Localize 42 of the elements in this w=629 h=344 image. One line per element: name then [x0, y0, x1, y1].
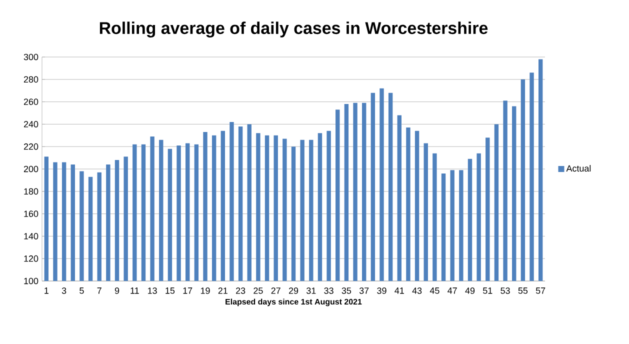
y-tick-label: 280	[24, 76, 38, 83]
chart-title: Rolling average of daily cases in Worcestershire	[100, 22, 488, 38]
x-tick-label: 9	[114, 288, 120, 294]
x-tick-label: 27	[271, 288, 280, 294]
x-tick-label: 37	[359, 288, 369, 294]
x-tick-label: 13	[148, 288, 157, 294]
x-tick-label: 51	[483, 288, 492, 294]
x-tick-label: 5	[80, 288, 84, 294]
x-tick-label: 15	[166, 288, 175, 294]
x-tick-label: 31	[306, 288, 316, 294]
x-tick-label: 47	[448, 288, 457, 294]
x-tick-label: 25	[254, 288, 263, 294]
y-tick-label: 200	[24, 166, 38, 172]
x-tick-label: 43	[412, 288, 422, 294]
x-tick-label: 53	[500, 288, 510, 294]
legend-label: Actual	[566, 165, 591, 172]
x-tick-label: 33	[324, 288, 334, 294]
x-tick-label: 41	[394, 288, 404, 294]
x-tick-label: 17	[183, 288, 192, 294]
y-tick-label: 120	[24, 255, 38, 262]
x-tick-label: 35	[342, 288, 352, 294]
x-tick-label: 49	[465, 288, 475, 294]
x-tick-label: 23	[236, 288, 246, 294]
y-tick-label: 180	[24, 188, 38, 195]
x-tick-label: 11	[130, 288, 139, 294]
y-tick-label: 140	[24, 233, 38, 240]
x-tick-label: 21	[218, 288, 228, 294]
y-tick-label: 160	[24, 210, 38, 217]
y-tick-label: 100	[24, 278, 38, 284]
x-tick-label: 1	[44, 288, 48, 294]
y-tick-label: 220	[24, 143, 38, 150]
x-tick-label: 55	[518, 288, 528, 294]
x-tick-label: 57	[536, 288, 546, 294]
x-tick-label: 19	[200, 288, 210, 294]
y-tick-label: 240	[24, 121, 38, 128]
x-tick-label: 45	[430, 288, 440, 294]
x-tick-label: 39	[377, 288, 386, 294]
y-tick-label: 300	[24, 54, 38, 60]
x-tick-label: 7	[97, 288, 102, 294]
y-tick-label: 260	[24, 98, 38, 105]
x-tick-label: 29	[288, 288, 298, 294]
x-tick-label: 3	[62, 288, 66, 294]
